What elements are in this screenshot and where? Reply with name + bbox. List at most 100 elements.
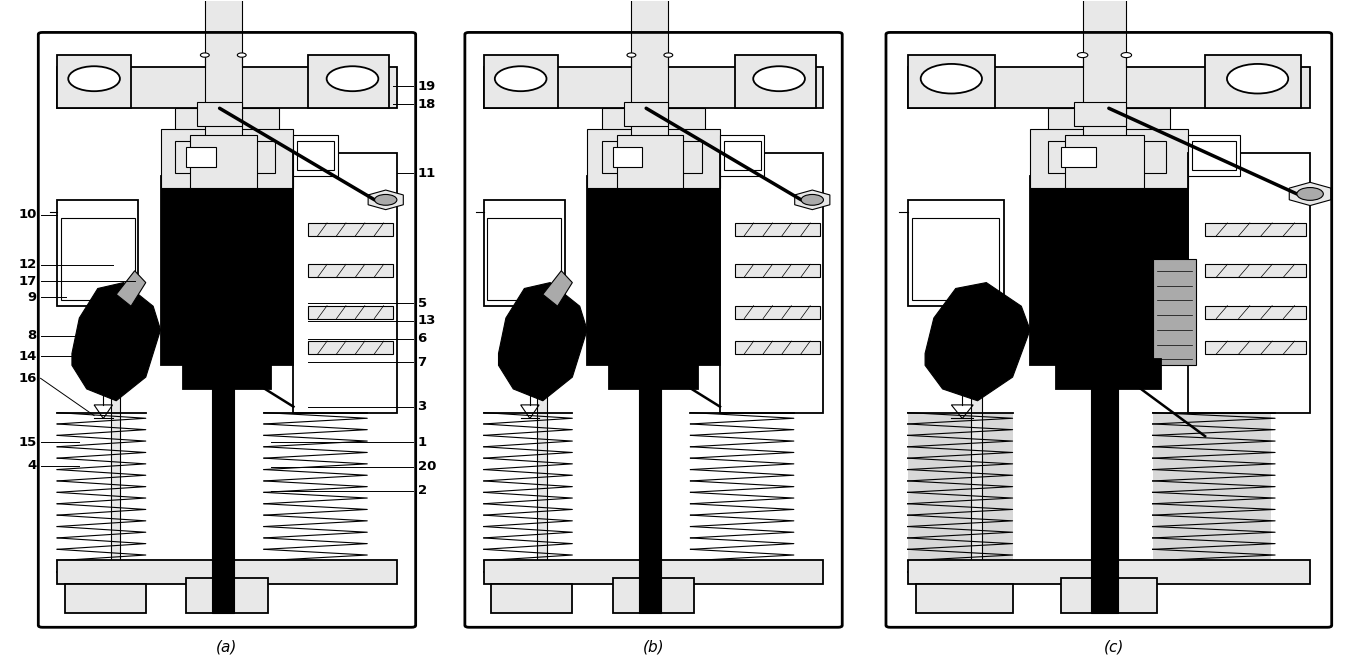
- Text: (c): (c): [1104, 640, 1125, 654]
- Bar: [175, 108, 278, 152]
- Bar: [1060, 578, 1158, 613]
- Circle shape: [1297, 188, 1323, 200]
- Bar: [490, 584, 573, 613]
- Bar: [1206, 341, 1306, 354]
- Bar: [917, 584, 1012, 613]
- Text: (a): (a): [216, 640, 237, 654]
- Polygon shape: [116, 271, 145, 306]
- Bar: [1060, 147, 1096, 167]
- Bar: [734, 55, 817, 108]
- Bar: [1064, 135, 1144, 188]
- Bar: [160, 176, 293, 365]
- Polygon shape: [795, 190, 830, 210]
- Bar: [1092, 365, 1118, 613]
- Bar: [1152, 259, 1196, 365]
- Text: 6: 6: [418, 332, 426, 345]
- Bar: [1192, 141, 1236, 170]
- Bar: [58, 55, 132, 108]
- Bar: [588, 176, 721, 365]
- Bar: [734, 265, 819, 277]
- Text: 9: 9: [27, 291, 37, 304]
- Bar: [1048, 108, 1170, 152]
- Bar: [293, 152, 397, 412]
- Circle shape: [943, 335, 969, 348]
- Text: 11: 11: [418, 167, 436, 180]
- Bar: [293, 135, 338, 176]
- Text: 4: 4: [27, 459, 37, 472]
- Text: 5: 5: [418, 297, 426, 310]
- Bar: [186, 578, 267, 613]
- Bar: [601, 108, 706, 152]
- Text: 10: 10: [18, 208, 37, 221]
- Bar: [484, 200, 564, 306]
- Bar: [1206, 55, 1301, 108]
- Bar: [190, 135, 256, 188]
- Circle shape: [374, 194, 397, 206]
- Text: 2: 2: [418, 484, 426, 497]
- Bar: [206, 0, 241, 188]
- Text: 8: 8: [27, 330, 37, 342]
- Bar: [58, 560, 397, 584]
- Bar: [537, 271, 547, 584]
- Text: 19: 19: [418, 80, 436, 93]
- Bar: [632, 0, 669, 188]
- Circle shape: [1121, 52, 1132, 58]
- Bar: [734, 223, 819, 236]
- Text: 7: 7: [418, 356, 426, 369]
- Text: 3: 3: [418, 400, 426, 413]
- Bar: [1206, 265, 1306, 277]
- Bar: [160, 129, 293, 188]
- Bar: [1206, 306, 1306, 319]
- Bar: [64, 584, 145, 613]
- Text: 16: 16: [18, 372, 37, 385]
- Text: 1: 1: [418, 436, 426, 449]
- Bar: [723, 141, 760, 170]
- Bar: [623, 102, 669, 126]
- Bar: [612, 147, 643, 167]
- Text: 14: 14: [18, 350, 37, 363]
- Polygon shape: [925, 282, 1030, 400]
- Text: 17: 17: [18, 275, 37, 288]
- Polygon shape: [543, 271, 573, 306]
- Bar: [488, 217, 562, 300]
- Bar: [1030, 129, 1188, 188]
- Circle shape: [237, 53, 247, 57]
- Text: 20: 20: [418, 460, 436, 473]
- Bar: [175, 141, 275, 173]
- Bar: [1030, 176, 1188, 365]
- Circle shape: [754, 66, 806, 91]
- Bar: [308, 306, 393, 319]
- Bar: [1056, 359, 1162, 389]
- Circle shape: [86, 336, 108, 347]
- Bar: [484, 55, 558, 108]
- Circle shape: [664, 53, 673, 57]
- Bar: [484, 560, 823, 584]
- Bar: [612, 578, 695, 613]
- Bar: [971, 271, 982, 584]
- Bar: [912, 217, 1000, 300]
- Bar: [721, 152, 823, 412]
- Bar: [638, 365, 660, 613]
- Bar: [1206, 223, 1306, 236]
- Polygon shape: [1289, 182, 1330, 206]
- Bar: [1096, 152, 1114, 584]
- Polygon shape: [369, 190, 403, 210]
- Text: 15: 15: [18, 436, 37, 449]
- Bar: [58, 200, 138, 306]
- Bar: [308, 265, 393, 277]
- Bar: [734, 306, 819, 319]
- Circle shape: [627, 53, 636, 57]
- Bar: [643, 152, 658, 584]
- Bar: [907, 67, 1310, 108]
- Bar: [734, 341, 819, 354]
- Bar: [1048, 141, 1166, 173]
- Bar: [1188, 135, 1240, 176]
- Bar: [601, 141, 701, 173]
- Text: 18: 18: [418, 97, 436, 111]
- Bar: [907, 55, 995, 108]
- Bar: [588, 129, 721, 188]
- Bar: [212, 365, 234, 613]
- Bar: [484, 67, 823, 108]
- Circle shape: [326, 66, 378, 91]
- Polygon shape: [73, 282, 160, 400]
